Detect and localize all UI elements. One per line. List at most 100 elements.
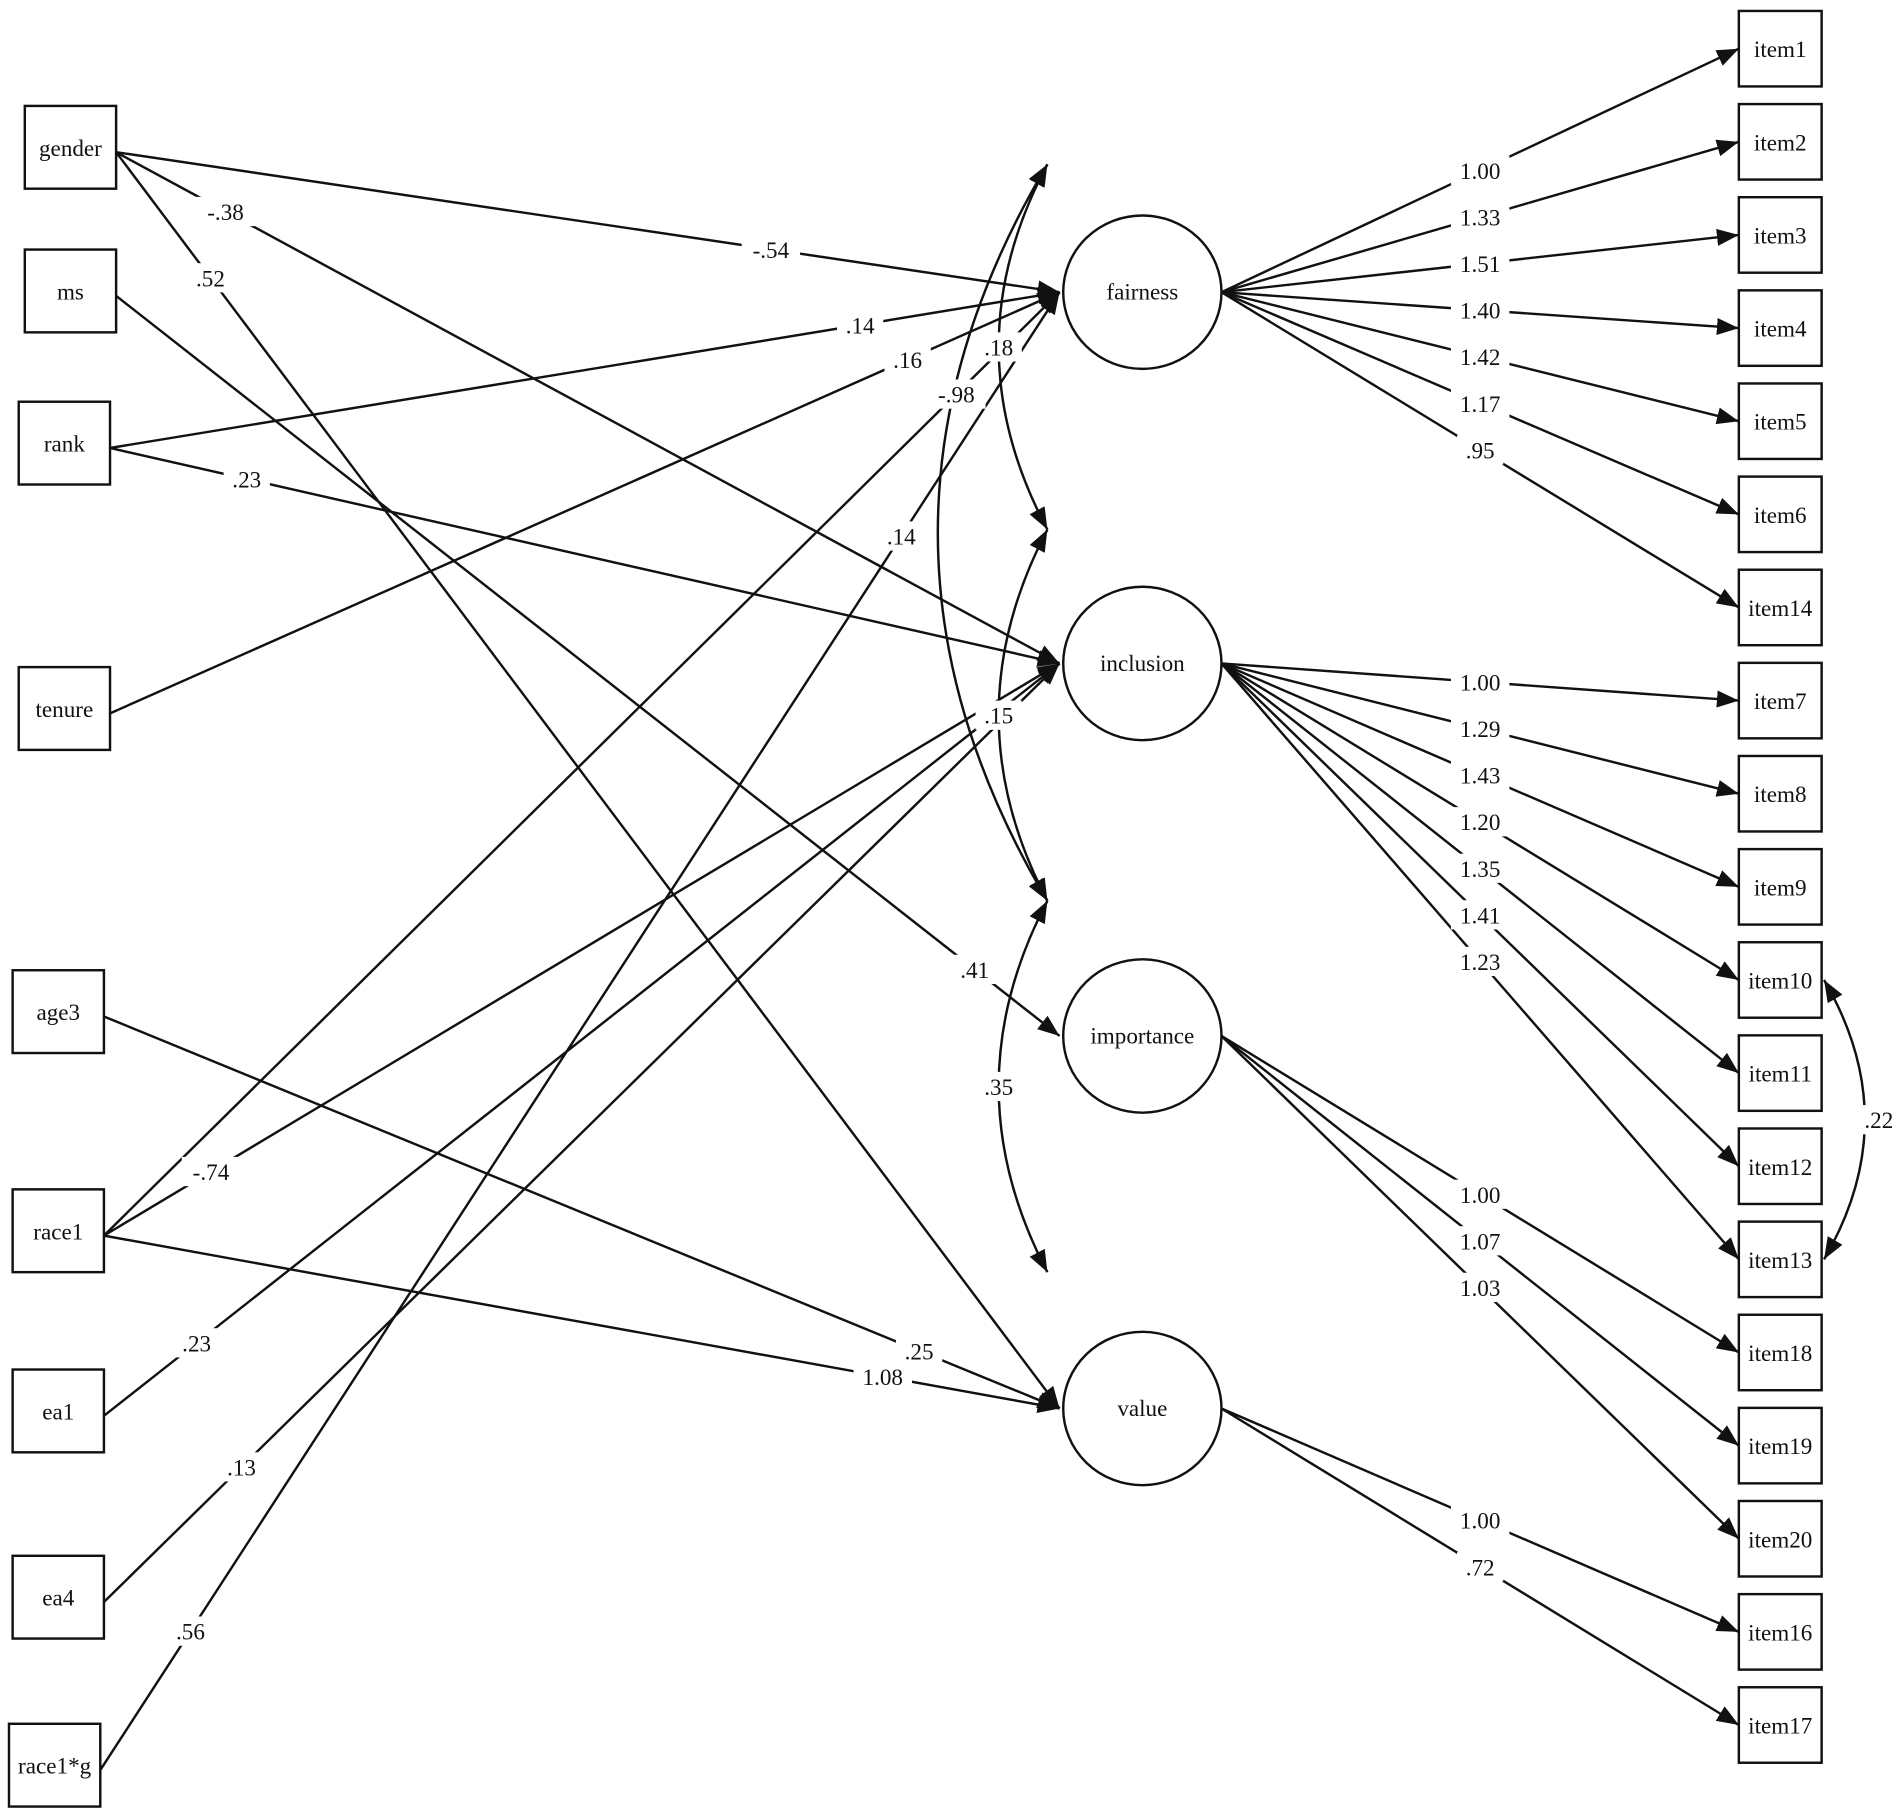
item-node-item8 <box>1737 754 1823 833</box>
path-gender-value <box>115 151 1061 1410</box>
loading-label: 1.42 <box>1460 345 1500 371</box>
loading-label: 1.40 <box>1460 299 1500 325</box>
path-ms-importance <box>115 294 1061 1037</box>
item-node-item13 <box>1737 1220 1823 1299</box>
coefficient-label: -.98 <box>938 383 975 409</box>
item-node-item10 <box>1737 941 1823 1019</box>
covariance-fairness-importance <box>936 163 1049 902</box>
covariance-label-bg <box>975 700 1022 730</box>
loading-label-bg <box>1457 435 1504 465</box>
covariance-label: .35 <box>984 1075 1013 1101</box>
loading-label-bg <box>1450 1272 1510 1302</box>
coefficient-label-bg <box>951 954 998 984</box>
coefficient-label: .13 <box>227 1455 256 1481</box>
coefficient-label: .41 <box>960 958 989 984</box>
loading-label-bg <box>1450 342 1510 372</box>
node-label: gender <box>39 136 102 162</box>
loading-label-bg <box>1450 853 1510 883</box>
node-label: item8 <box>1754 782 1807 808</box>
coefficient-label-bg <box>187 263 234 293</box>
node-label: item2 <box>1754 130 1807 156</box>
node-label: tenure <box>35 697 93 723</box>
loading-label: 1.00 <box>1460 1509 1500 1535</box>
covariance-label: .15 <box>984 704 1013 730</box>
edges-layer <box>99 47 1867 1771</box>
coefficient-label: .14 <box>887 525 916 551</box>
coefficient-label-bg <box>181 1156 241 1187</box>
node-label: ea1 <box>42 1399 74 1425</box>
coefficient-label: .14 <box>846 313 875 339</box>
item-node-item9 <box>1737 847 1823 926</box>
loading-label: 1.51 <box>1460 252 1500 278</box>
path-rank-fairness <box>109 287 1060 450</box>
loading-label-bg <box>1450 248 1510 279</box>
node-label: value <box>1117 1396 1167 1422</box>
loading-label: .72 <box>1466 1555 1495 1581</box>
coefficient-label-bg <box>837 310 884 340</box>
loading-label: 1.20 <box>1460 810 1500 836</box>
node-label: item3 <box>1754 223 1807 249</box>
node-label: item14 <box>1748 596 1813 622</box>
node-label: item16 <box>1748 1620 1812 1646</box>
node-label: inclusion <box>1100 651 1185 677</box>
coefficient-label: -.38 <box>207 200 244 226</box>
coefficient-label-bg <box>853 1361 912 1392</box>
node-label: item7 <box>1754 689 1807 715</box>
loading-label: 1.35 <box>1460 857 1500 883</box>
loading-label: 1.00 <box>1460 1183 1500 1209</box>
covariance-label: .22 <box>1864 1108 1893 1134</box>
coefficient-label-bg <box>895 1336 943 1366</box>
coefficient-label-bg <box>167 1616 214 1646</box>
loading-label-bg <box>1450 946 1510 977</box>
loading-label-bg <box>1450 1179 1510 1209</box>
node-label: item5 <box>1754 410 1807 436</box>
path-race1-value <box>103 1234 1060 1413</box>
item-node-item20 <box>1737 1499 1823 1578</box>
path-gender-inclusion <box>115 151 1061 665</box>
nodes-layer: gender ms rank tenure age3 race1 ea1 ea4 race1*g… <box>7 9 1823 1808</box>
item-node-item17 <box>1737 1686 1823 1764</box>
loading-label: 1.29 <box>1460 717 1500 743</box>
item-node-item7 <box>1737 661 1823 740</box>
observed-node-tenure <box>17 665 112 752</box>
node-label: item11 <box>1749 1062 1812 1088</box>
loading-label: 1.00 <box>1460 671 1500 697</box>
coefficient-label-bg <box>218 1452 265 1482</box>
loading-label: 1.00 <box>1460 159 1500 185</box>
covariance-label: .18 <box>984 335 1013 361</box>
item-node-item12 <box>1737 1127 1823 1206</box>
item-node-item18 <box>1737 1313 1823 1392</box>
observed-node-rank <box>17 400 112 486</box>
node-label: item12 <box>1748 1155 1812 1181</box>
coefficient-label-bg <box>927 379 986 409</box>
covariance-label-bg <box>1855 1105 1900 1135</box>
loading-label-bg <box>1450 388 1510 418</box>
loading-label-bg <box>1450 760 1510 790</box>
item-node-item3 <box>1737 195 1823 274</box>
coefficient-label-bg <box>741 234 801 264</box>
node-label: item1 <box>1754 37 1807 63</box>
coefficient-label-bg <box>878 521 925 551</box>
coefficient-label: .52 <box>196 266 225 292</box>
loading-label: 1.33 <box>1460 206 1500 232</box>
coefficient-label: .23 <box>232 468 261 494</box>
node-label: race1*g <box>18 1754 92 1780</box>
coefficient-label: .25 <box>905 1339 934 1365</box>
coefficient-label: -.54 <box>753 238 790 264</box>
observed-node-race1*g <box>7 1722 102 1808</box>
coefficient-label: 1.08 <box>863 1365 903 1391</box>
node-label: item17 <box>1748 1714 1812 1740</box>
path-race1-fairness <box>103 291 1061 1237</box>
loading-label-bg <box>1450 667 1510 697</box>
loading-label-bg <box>1450 202 1510 232</box>
node-label: item9 <box>1754 875 1807 901</box>
loading-label: 1.07 <box>1460 1229 1500 1255</box>
loading-label-bg <box>1450 1505 1510 1535</box>
covariance-label-bg <box>975 1071 1022 1102</box>
coefficient-label-bg <box>884 344 931 375</box>
loading-label-bg <box>1450 1226 1510 1256</box>
loading-label: 1.41 <box>1460 903 1500 929</box>
node-label: item20 <box>1748 1527 1812 1553</box>
coefficient-label-bg <box>196 196 255 227</box>
coefficient-label: -.74 <box>193 1160 230 1186</box>
